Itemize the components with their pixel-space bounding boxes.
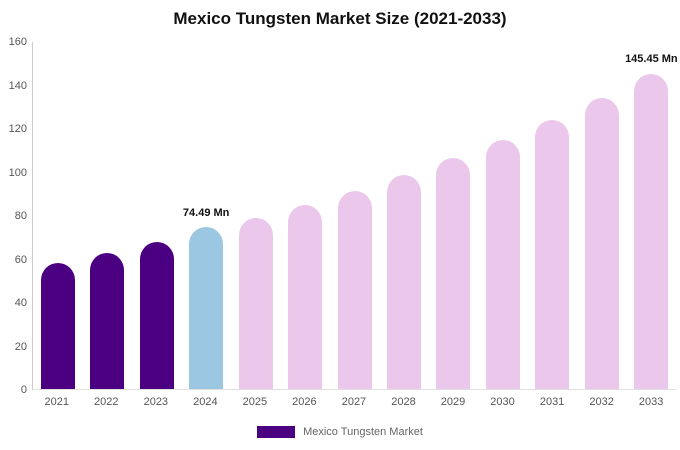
bar-2023[interactable] (139, 241, 174, 389)
y-tick-label: 80 (14, 210, 27, 222)
bar-slot (478, 42, 527, 389)
bar-slot (82, 42, 131, 389)
bar-2021[interactable] (40, 263, 75, 389)
bar-slot (379, 42, 428, 389)
x-tick-label: 2026 (292, 396, 317, 408)
y-axis: 0 20 40 60 80 100 120 140 160 (0, 36, 27, 396)
x-tick-label: 2022 (94, 396, 119, 408)
bar-2027[interactable] (337, 190, 372, 389)
bar-2024[interactable] (189, 227, 224, 389)
bar-2025[interactable] (238, 217, 273, 389)
x-tick-label: 2024 (193, 396, 218, 408)
y-tick-label: 60 (14, 253, 27, 266)
x-tick-label: 2033 (638, 396, 664, 408)
bar-slot (33, 42, 82, 389)
y-tick-label: 0 (20, 384, 27, 396)
x-tick-label: 2031 (539, 396, 565, 408)
bar-slot (429, 42, 478, 389)
bar-2022[interactable] (90, 253, 125, 389)
bar-slot (132, 42, 181, 389)
x-tick-label: 2030 (490, 396, 515, 408)
bar-slot: 74.49 Mn (181, 42, 230, 389)
plot-area: 74.49 Mn 145.45 Mn (32, 42, 678, 390)
x-tick-label: 2027 (341, 396, 367, 408)
bar-2028[interactable] (387, 175, 422, 389)
bar-slot: 145.45 Mn (625, 42, 678, 389)
bar-slot (577, 42, 626, 389)
x-tick-label: 2029 (440, 396, 466, 408)
bar-slot (528, 42, 577, 389)
y-tick-label: 100 (8, 166, 27, 179)
x-tick-label: 2028 (391, 396, 416, 408)
bar-slot (280, 42, 329, 389)
y-tick-label: 20 (14, 340, 27, 353)
legend-swatch (257, 426, 296, 438)
chart-title: Mexico Tungsten Market Size (2021-2033) (173, 9, 507, 28)
bar-2031[interactable] (535, 120, 570, 389)
y-tick-label: 160 (8, 36, 27, 48)
legend[interactable]: Mexico Tungsten Market (0, 426, 680, 438)
bar-slot (231, 42, 280, 389)
y-tick-label: 140 (8, 79, 27, 92)
bar-2032[interactable] (584, 98, 619, 389)
x-tick-label: 2032 (589, 396, 614, 408)
y-tick-label: 120 (8, 123, 27, 135)
x-axis: 2021 2022 2023 2024 2025 2026 2027 2028 2029 2030… (32, 396, 676, 408)
data-label: 145.45 Mn (625, 52, 678, 65)
bar-2029[interactable] (436, 158, 471, 389)
legend-label: Mexico Tungsten Market (303, 426, 423, 438)
data-label: 74.49 Mn (182, 206, 230, 219)
y-tick-label: 40 (14, 297, 27, 309)
bar-2026[interactable] (288, 204, 323, 389)
x-tick-label: 2021 (44, 396, 69, 408)
bar-2030[interactable] (485, 139, 520, 389)
bar-slot (330, 42, 379, 389)
x-tick-label: 2025 (242, 396, 268, 408)
x-tick-label: 2023 (143, 396, 169, 408)
bar-2033[interactable] (634, 73, 669, 389)
